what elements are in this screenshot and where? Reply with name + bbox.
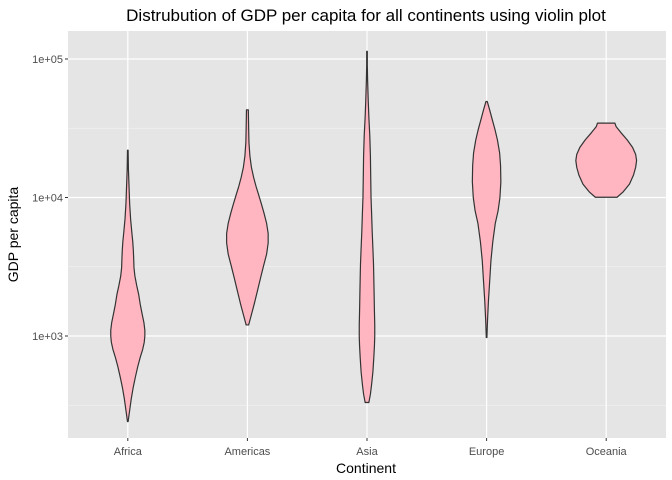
chart-title: Distrubution of GDP per capita for all c… — [126, 6, 606, 25]
violin-europe — [471, 100, 502, 339]
x-tick-label-americas: Americas — [224, 446, 270, 458]
x-axis: Africa Americas Asia Europe Oceania — [114, 438, 628, 458]
y-tick-label: 1e+03 — [32, 331, 63, 343]
violin-asia — [358, 50, 376, 404]
x-tick-label-oceania: Oceania — [586, 446, 628, 458]
y-tick-label: 1e+04 — [32, 193, 63, 205]
y-axis-title: GDP per capita — [5, 187, 21, 283]
y-axis: 1e+03 1e+04 1e+05 — [32, 54, 68, 343]
violin-oceania — [575, 122, 638, 198]
y-tick-label: 1e+05 — [32, 54, 63, 66]
violin-africa — [110, 149, 146, 423]
x-axis-title: Continent — [336, 460, 396, 476]
x-tick-label-europe: Europe — [469, 446, 504, 458]
x-tick-label-asia: Asia — [356, 446, 378, 458]
violins — [110, 50, 638, 423]
violin-americas — [226, 109, 269, 326]
x-tick-label-africa: Africa — [114, 446, 143, 458]
